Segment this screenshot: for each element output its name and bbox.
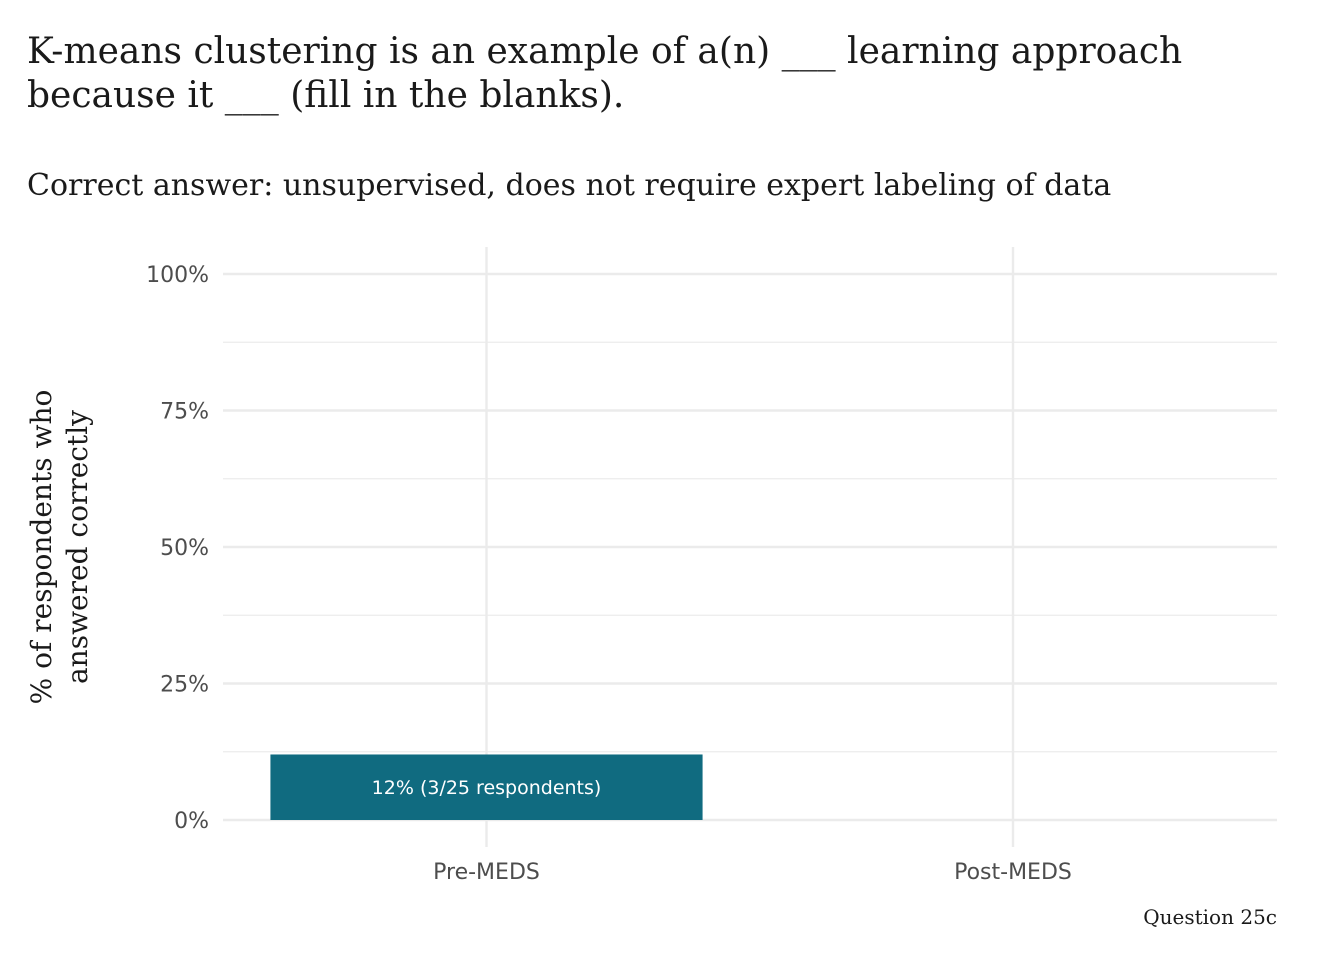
x-tick-label: Post-MEDS xyxy=(954,860,1072,885)
x-tick-label: Pre-MEDS xyxy=(433,860,540,885)
x-axis-tick-labels: Pre-MEDS Post-MEDS xyxy=(433,860,1072,885)
chart-title: K-means clustering is an example of a(n)… xyxy=(27,31,1183,116)
bar-pre-meds xyxy=(270,754,703,820)
bar-data-labels: 12% (3/25 respondents) xyxy=(372,777,602,799)
y-axis-tick-labels: 0% 25% 50% 75% 100% xyxy=(146,263,209,834)
y-tick-label: 100% xyxy=(146,263,209,288)
bar-data-label: 12% (3/25 respondents) xyxy=(372,777,602,799)
y-tick-label: 25% xyxy=(160,673,209,698)
minor-gridlines xyxy=(223,341,1277,753)
y-tick-label: 75% xyxy=(160,400,209,425)
y-tick-label: 0% xyxy=(174,809,209,834)
y-tick-label: 50% xyxy=(160,536,209,561)
chart-caption: Question 25c xyxy=(1143,905,1277,929)
chart-subtitle: Correct answer: unsupervised, does not r… xyxy=(27,168,1112,203)
bars xyxy=(270,754,703,820)
